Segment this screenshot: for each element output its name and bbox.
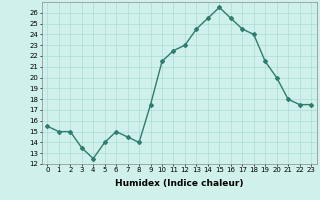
X-axis label: Humidex (Indice chaleur): Humidex (Indice chaleur) xyxy=(115,179,244,188)
